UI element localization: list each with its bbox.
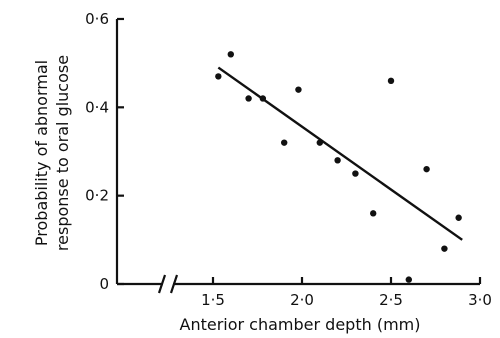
data-point	[316, 139, 323, 146]
axes	[115, 19, 480, 294]
y-tick-label: 0·4	[85, 98, 109, 116]
data-point	[387, 77, 395, 85]
data-point	[334, 157, 341, 164]
data-point	[259, 95, 267, 102]
data-point	[370, 210, 377, 217]
data-point	[215, 73, 222, 80]
data-point	[405, 276, 412, 283]
x-axis-break-mark	[169, 274, 179, 294]
y-tick-label: 0	[99, 275, 109, 293]
regression-line	[217, 66, 463, 241]
data-point	[423, 165, 430, 173]
data-point	[455, 214, 462, 221]
y-tick-label: 0·6	[85, 10, 109, 28]
x-axis-break-mark	[157, 274, 167, 294]
x-axis-title: Anterior chamber depth (mm)	[180, 315, 421, 334]
y-axis-title-line-1: Probability of abnormal	[32, 60, 51, 246]
marks	[215, 51, 463, 283]
x-tick-label: 2·0	[290, 291, 314, 309]
y-tick-label: 0·2	[85, 187, 109, 205]
data-point	[441, 245, 448, 252]
x-tick-label: 2·5	[379, 291, 403, 309]
data-point	[281, 139, 288, 146]
x-tick-label: 1·5	[201, 291, 225, 309]
data-point	[295, 86, 302, 93]
data-point	[227, 51, 234, 58]
x-tick-label: 3·0	[468, 291, 492, 309]
data-point	[245, 95, 252, 102]
data-point	[352, 170, 359, 177]
y-axis-title-line-2: response to oral glucose	[53, 55, 72, 251]
ticks: 0 0·2 0·4 0·6 1·5 2·0 2·5 3·0	[85, 10, 492, 309]
